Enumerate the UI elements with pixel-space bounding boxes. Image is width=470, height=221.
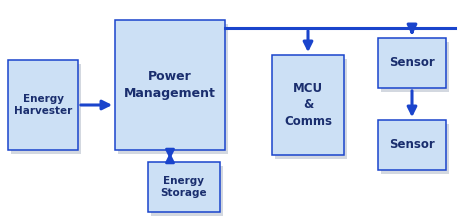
FancyBboxPatch shape [378, 38, 446, 88]
FancyBboxPatch shape [115, 20, 225, 150]
Text: MCU
&
Comms: MCU & Comms [284, 82, 332, 128]
Text: Power
Management: Power Management [124, 70, 216, 100]
FancyBboxPatch shape [8, 60, 78, 150]
FancyBboxPatch shape [151, 166, 223, 216]
FancyBboxPatch shape [381, 42, 449, 92]
FancyBboxPatch shape [378, 120, 446, 170]
FancyBboxPatch shape [275, 59, 347, 159]
FancyBboxPatch shape [11, 64, 81, 154]
FancyBboxPatch shape [118, 24, 228, 154]
FancyBboxPatch shape [148, 162, 220, 212]
Text: Sensor: Sensor [389, 139, 435, 152]
FancyBboxPatch shape [272, 55, 344, 155]
Text: Energy
Storage: Energy Storage [161, 176, 207, 198]
Text: Sensor: Sensor [389, 57, 435, 69]
Text: Energy
Harvester: Energy Harvester [14, 94, 72, 116]
FancyBboxPatch shape [381, 124, 449, 174]
